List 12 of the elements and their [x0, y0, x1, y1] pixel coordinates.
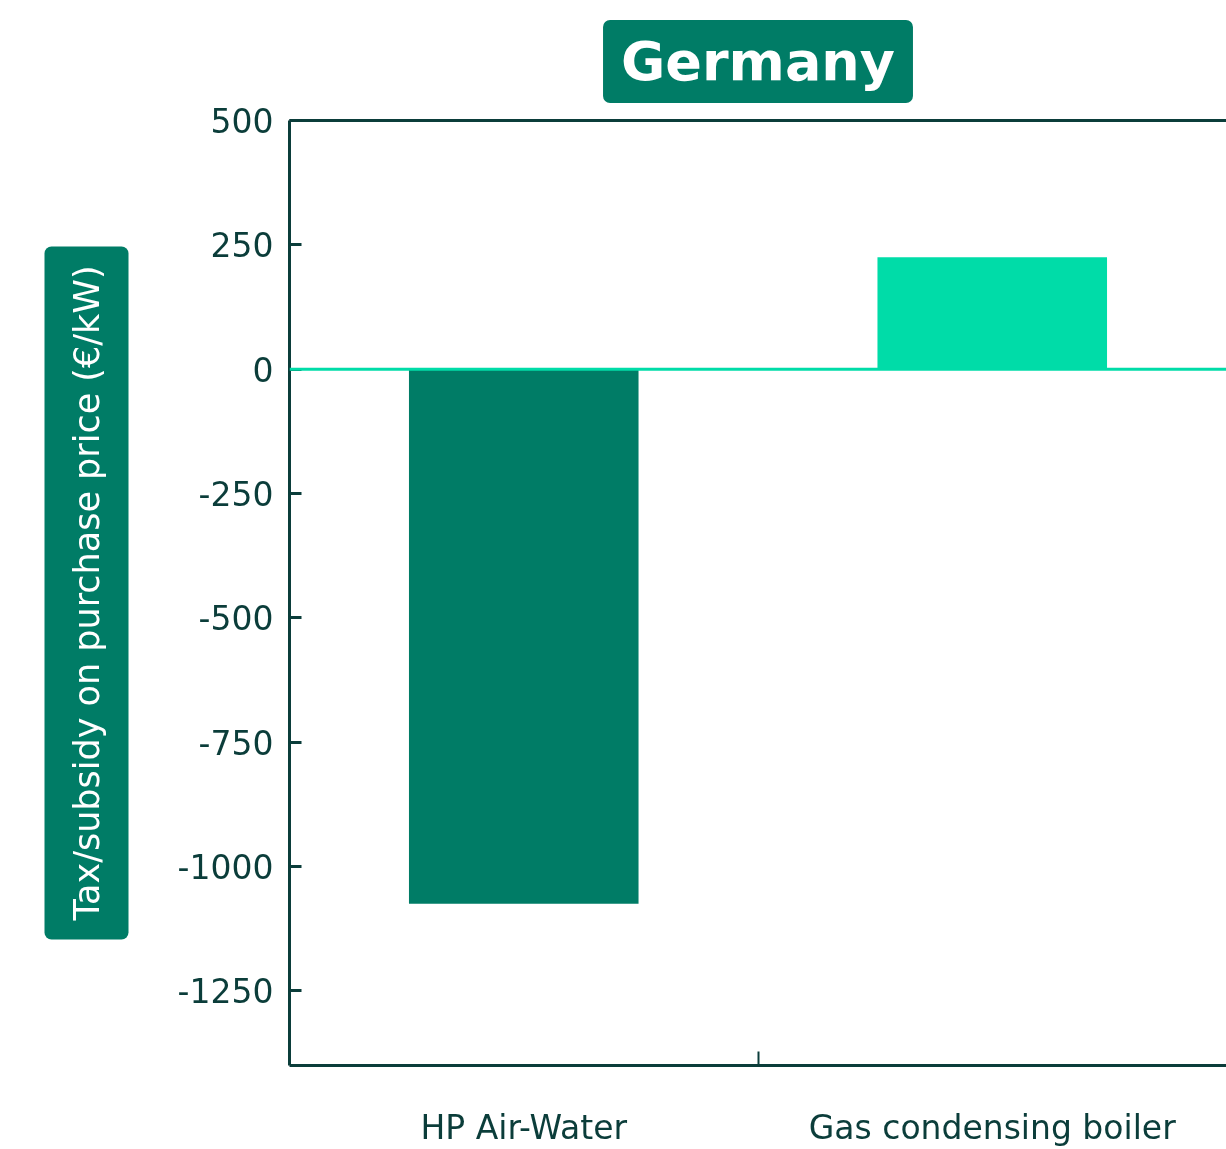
- chart-title: Germany: [621, 30, 895, 93]
- y-axis-title: Tax/subsidy on purchase price (€/kW): [66, 265, 107, 922]
- x-tick-label: HP Air-Water: [420, 1107, 628, 1147]
- y-tick-label: 0: [252, 350, 274, 390]
- y-tick-label: -1000: [177, 848, 274, 888]
- y-tick-label: 250: [210, 226, 274, 266]
- y-tick-label: 500: [210, 102, 274, 141]
- x-tick-label: Gas condensing boiler: [808, 1107, 1177, 1147]
- y-tick-label: -750: [198, 723, 274, 763]
- y-tick-label: -250: [198, 475, 274, 515]
- y-tick-label: -500: [198, 599, 274, 639]
- y-tick-label: -1250: [177, 972, 274, 1012]
